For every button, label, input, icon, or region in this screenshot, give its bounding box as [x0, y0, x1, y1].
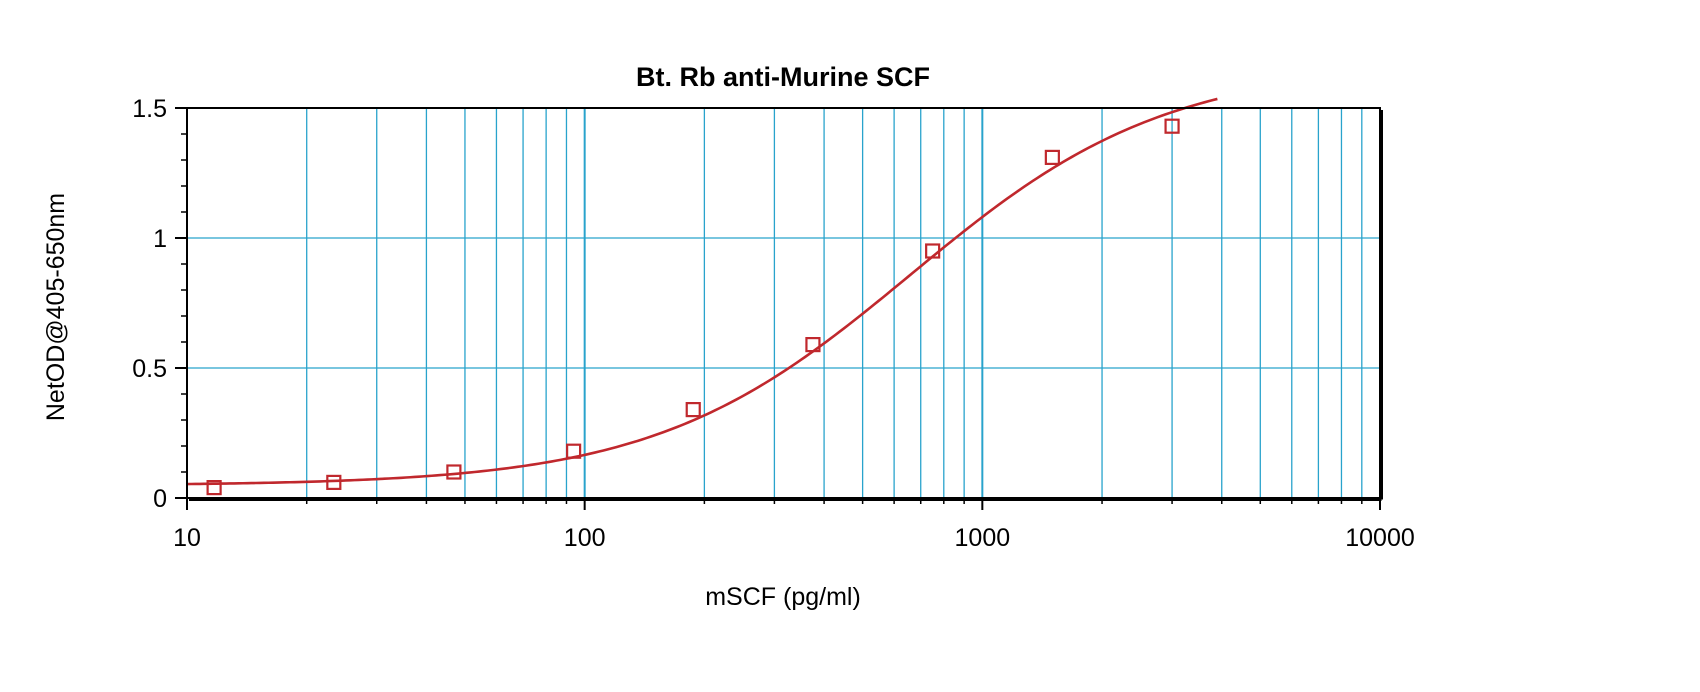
y-tick-label: 1 [153, 225, 167, 253]
data-point [326, 474, 342, 490]
data-point [1044, 149, 1060, 165]
x-tick-label: 10 [173, 524, 201, 552]
data-point [805, 337, 821, 353]
axis-ticks: 0 0.5 1 1.5 10 100 1000 10000 [132, 95, 1415, 552]
data-point [206, 480, 222, 496]
x-tick-label: 10000 [1345, 524, 1415, 552]
y-axis-label: NetOD@405-650nm [42, 193, 70, 421]
data-point [685, 402, 701, 418]
data-point [925, 243, 941, 259]
data-point [446, 464, 462, 480]
x-tick-label: 100 [564, 524, 606, 552]
y-tick-label: 0 [153, 485, 167, 513]
fit-curve [186, 97, 1218, 486]
chart-title: Bt. Rb anti-Murine SCF [636, 62, 930, 92]
data-points [206, 118, 1180, 496]
plot-frame [186, 107, 1383, 501]
data-point [566, 443, 582, 459]
plot-border [186, 107, 1381, 499]
x-tick-label: 1000 [955, 524, 1011, 552]
y-tick-label: 0.5 [132, 355, 167, 383]
grid-lines [187, 108, 1380, 498]
x-axis-label: mSCF (pg/ml) [705, 583, 861, 611]
data-point [1164, 118, 1180, 134]
fit-curve-layer [186, 97, 1218, 486]
y-tick-label: 1.5 [132, 95, 167, 123]
